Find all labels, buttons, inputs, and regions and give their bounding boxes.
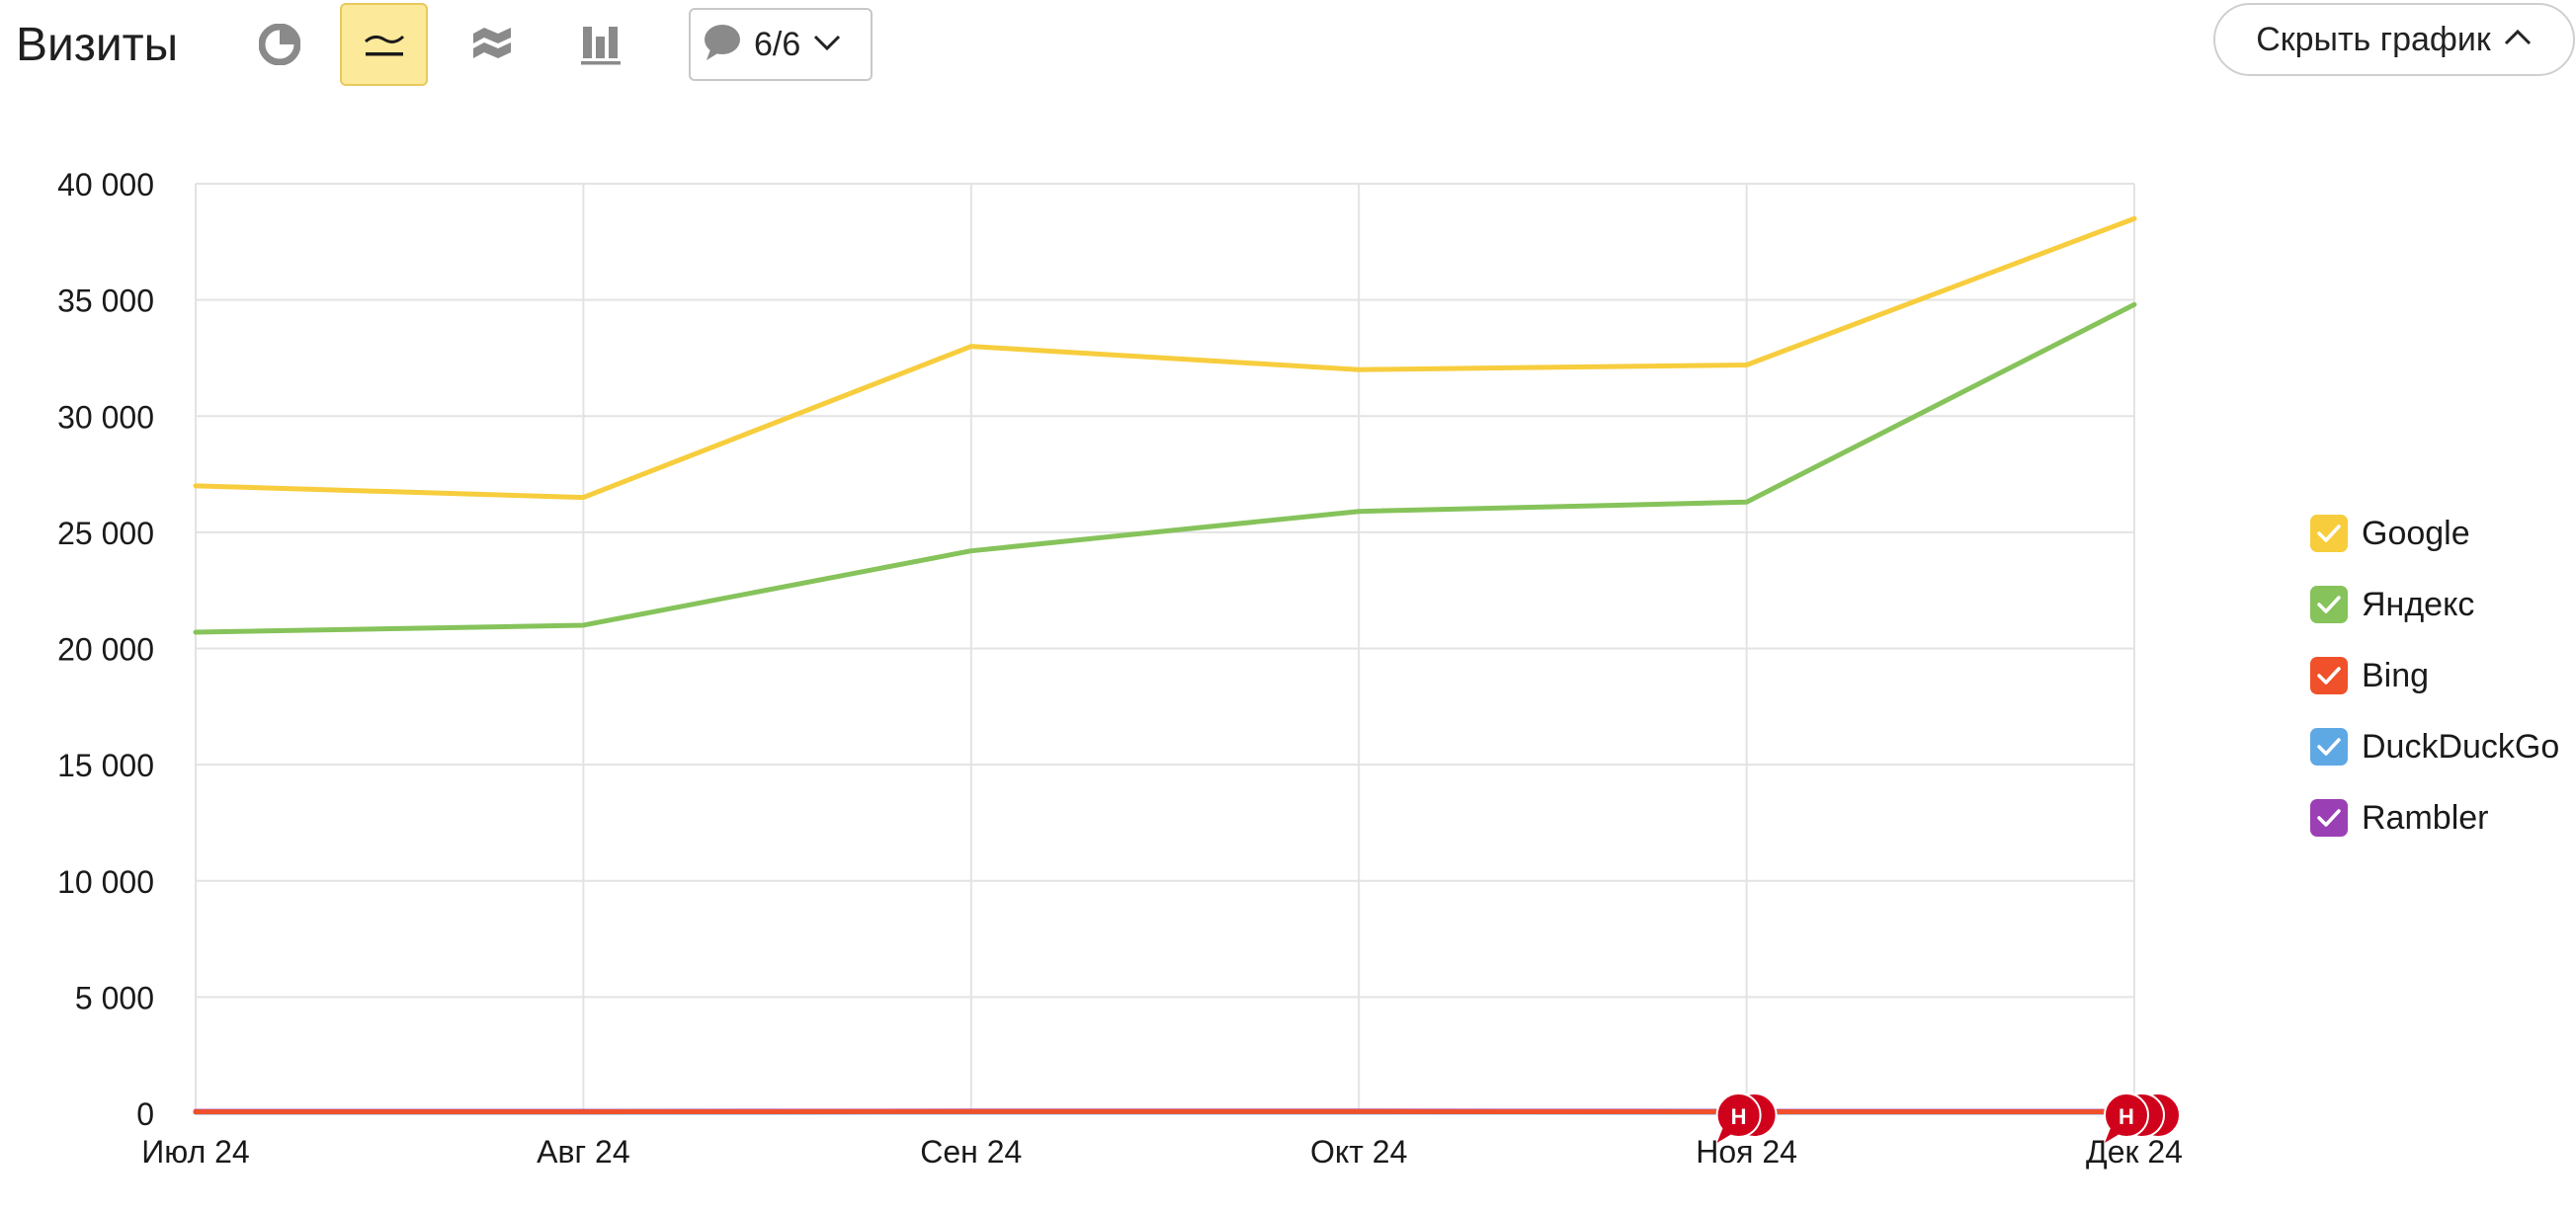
note-marker: Н — [2104, 1092, 2181, 1143]
checkbox-checked-icon[interactable] — [2310, 586, 2348, 623]
hide-chart-button[interactable]: Скрыть график — [2213, 3, 2575, 76]
line-chart-button[interactable] — [340, 3, 428, 86]
x-tick-label: Окт 24 — [1310, 1134, 1407, 1170]
y-tick-label: 15 000 — [57, 748, 154, 783]
area-chart-button[interactable] — [448, 3, 536, 86]
visits-line-chart: 0 5 000 10 000 15 000 20 000 25 000 30 000 35 0… — [57, 167, 2183, 1170]
x-tick-label: Июл 24 — [141, 1134, 249, 1170]
note-marker-tail — [2105, 1123, 2124, 1143]
checkbox-checked-icon[interactable] — [2310, 728, 2348, 766]
legend-item-google[interactable]: Google — [2310, 514, 2576, 553]
series-line-google — [193, 215, 2137, 501]
legend-label: Google — [2362, 514, 2470, 552]
grid-lines — [195, 183, 2135, 1114]
checkbox-checked-icon[interactable] — [2310, 799, 2348, 837]
legend-item-яндекс[interactable]: Яндекс — [2310, 585, 2576, 624]
chevron-down-icon — [812, 33, 842, 57]
x-tick-label: Сен 24 — [920, 1134, 1022, 1170]
legend-item-rambler[interactable]: Rambler — [2310, 798, 2576, 838]
y-tick-label: 25 000 — [57, 516, 154, 551]
x-tick-label: Дек 24 — [2086, 1134, 2183, 1170]
page-title: Визиты — [16, 19, 179, 71]
legend-item-duckduckgo[interactable]: DuckDuckGo — [2310, 727, 2576, 767]
comment-icon — [703, 24, 742, 66]
bar-chart-icon — [579, 23, 623, 66]
chart-toolbar: Визиты — [0, 0, 2576, 119]
note-marker-tail — [1716, 1123, 1737, 1143]
notes-count: 6/6 — [754, 25, 801, 63]
legend-label: Bing — [2362, 656, 2430, 694]
checkbox-checked-icon[interactable] — [2310, 515, 2348, 552]
y-tick-label: 0 — [136, 1096, 154, 1132]
y-tick-label: 10 000 — [57, 864, 154, 900]
hide-chart-label: Скрыть график — [2256, 20, 2491, 58]
legend-item-bing[interactable]: Bing — [2310, 656, 2576, 695]
y-tick-label: 40 000 — [57, 167, 154, 202]
chevron-up-icon — [2503, 28, 2533, 52]
series-line-яндекс — [193, 301, 2137, 635]
bar-chart-button[interactable] — [556, 3, 644, 86]
legend-label: Яндекс — [2362, 585, 2475, 623]
note-marker-label: Н — [1731, 1104, 1747, 1129]
y-tick-label: 35 000 — [57, 283, 154, 319]
legend-label: Rambler — [2362, 798, 2489, 837]
checkbox-checked-icon[interactable] — [2310, 657, 2348, 694]
legend-label: DuckDuckGo — [2362, 727, 2560, 766]
area-chart-icon — [470, 24, 514, 65]
x-tick-label: Авг 24 — [537, 1134, 630, 1170]
y-tick-label: 20 000 — [57, 632, 154, 668]
line-chart-icon — [362, 25, 407, 64]
y-tick-label: 30 000 — [57, 399, 154, 435]
note-marker-label: Н — [2119, 1104, 2134, 1129]
pie-chart-button[interactable] — [235, 3, 323, 86]
note-marker: Н — [1715, 1092, 1778, 1143]
pie-chart-icon — [258, 24, 300, 65]
x-tick-label: Ноя 24 — [1696, 1134, 1797, 1170]
y-tick-label: 5 000 — [75, 980, 154, 1015]
notes-dropdown[interactable]: 6/6 — [689, 8, 873, 81]
